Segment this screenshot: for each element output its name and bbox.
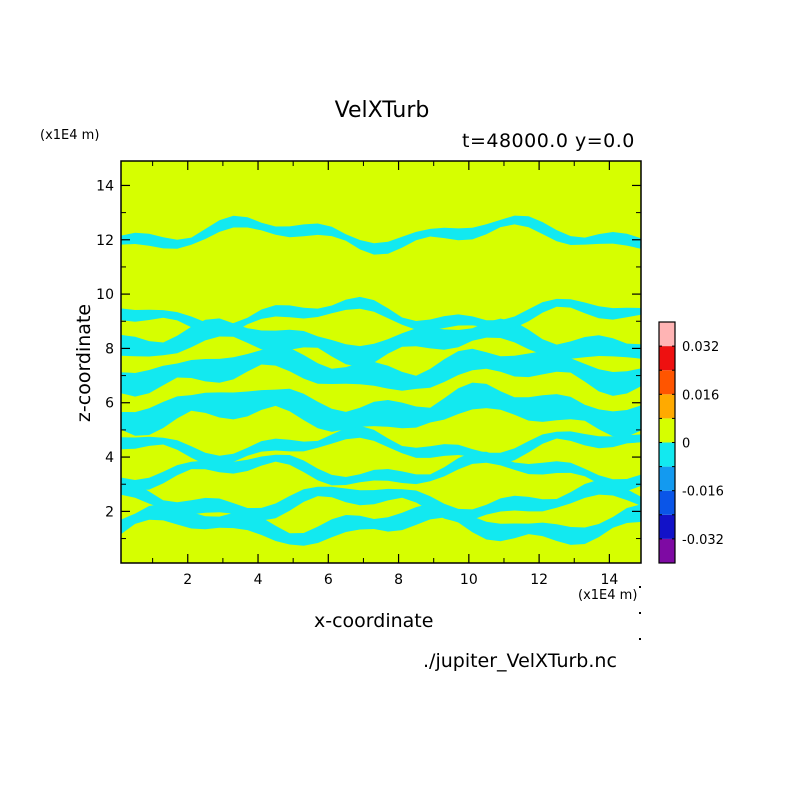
negative-velocity-band [121, 215, 641, 255]
negative-velocity-band [121, 345, 641, 397]
y-unit-label: (x1E4 m) [40, 128, 100, 143]
colorbar-tick-label: 0.016 [682, 388, 719, 403]
y-tick-label: 14 [96, 178, 114, 194]
colorbar-swatch [659, 538, 675, 563]
y-tick-label: 2 [105, 504, 114, 520]
y-tick-label: 6 [105, 396, 114, 412]
plot-axes: 2 4 6 8 10 12 14 2 4 6 8 10 12 14 [96, 160, 642, 588]
plot-frame [120, 160, 642, 564]
colorbar-swatch [659, 442, 675, 467]
negative-velocity-band [121, 296, 641, 337]
x-unit-label: (x1E4 m) [578, 588, 638, 603]
colorbar-swatch [659, 514, 675, 539]
source-filename: ./jupiter_VelXTurb.nc [423, 650, 617, 672]
colorbar: 0.032 0.016 0 -0.016 -0.032 [658, 321, 724, 564]
x-axis-label: x-coordinate [314, 610, 434, 632]
colorbar-tick-label: 0 [682, 437, 690, 452]
colorbar-swatch [659, 394, 675, 419]
y-tick-label: 12 [96, 233, 114, 249]
colorbar-swatch [659, 418, 675, 443]
y-tick-label: 8 [105, 341, 114, 357]
x-tick-label: 10 [460, 572, 478, 588]
colorbar-swatch [659, 466, 675, 491]
negative-velocity-band [121, 479, 641, 523]
colorbar-swatch [659, 490, 675, 515]
x-tick-label: 6 [324, 572, 333, 588]
colorbar-swatch [659, 370, 675, 395]
x-tick-label: 8 [394, 572, 403, 588]
negative-velocity-band [121, 382, 641, 437]
x-tick-label: 2 [183, 572, 192, 588]
y-tick-label: 4 [105, 450, 114, 466]
colorbar-swatch [659, 322, 675, 347]
colorbar-tick-label: 0.032 [682, 340, 719, 355]
dot-marker [639, 612, 641, 614]
colorbar-tick-label: -0.016 [682, 485, 724, 500]
negative-velocity-band [121, 318, 641, 367]
colorbar-swatch [659, 346, 675, 371]
colorbar-tick-label: -0.032 [682, 533, 724, 548]
x-tick-label: 4 [254, 572, 263, 588]
heatmap-plot-area [121, 161, 641, 563]
dot-marker [639, 638, 641, 640]
negative-velocity-band [121, 451, 641, 491]
x-tick-label: 12 [530, 572, 548, 588]
y-tick-label: 10 [96, 287, 114, 303]
x-tick-label: 14 [600, 572, 618, 588]
negative-velocity-band [121, 425, 641, 467]
time-label: t=48000.0 y=0.0 [462, 130, 635, 152]
dot-marker [639, 586, 641, 588]
chart-title: VelXTurb [334, 98, 430, 123]
